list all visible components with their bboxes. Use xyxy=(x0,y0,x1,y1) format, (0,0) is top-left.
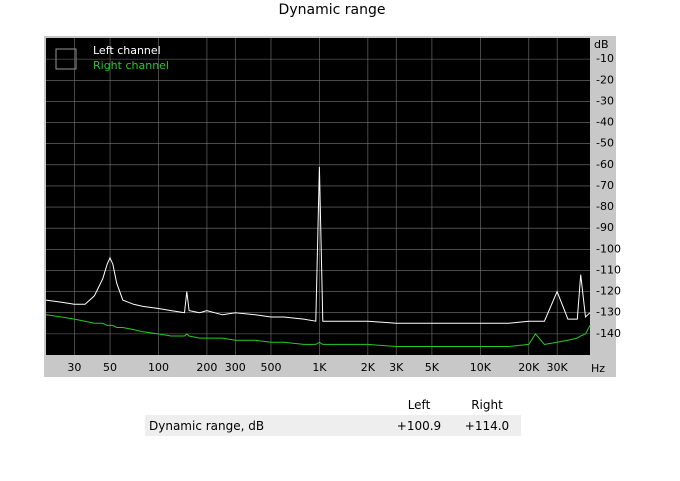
y-unit: dB xyxy=(594,38,609,51)
x-tick-label: 30K xyxy=(547,361,569,374)
header: Right xyxy=(471,397,503,412)
x-tick-label: 300 xyxy=(225,361,246,374)
y-tick-label: -80 xyxy=(596,200,614,213)
x-tick-label: 200 xyxy=(196,361,217,374)
y-tick-label: -10 xyxy=(596,52,614,65)
row-label: Dynamic range, dB xyxy=(149,418,265,433)
x-tick-label: 30 xyxy=(67,361,81,374)
header: Left xyxy=(407,397,431,412)
x-tick-label: 100 xyxy=(148,361,169,374)
x-tick-label: 2K xyxy=(361,361,376,374)
x-tick-label: 500 xyxy=(260,361,281,374)
y-tick-label: -30 xyxy=(596,94,614,107)
x-tick-label: 3K xyxy=(389,361,404,374)
x-tick-label: 5K xyxy=(425,361,440,374)
y-tick-label: -110 xyxy=(596,263,621,276)
y-tick-label: -20 xyxy=(596,73,614,86)
y-tick-label: -40 xyxy=(596,116,614,129)
chart: Dynamic range dB Hz -10 -20 -30 -40 -50 -60 -7… xyxy=(44,2,621,377)
x-tick-label: 50 xyxy=(103,361,117,374)
legend-label: Left channel xyxy=(93,44,161,57)
x-unit: Hz xyxy=(591,362,605,375)
chart-title: Dynamic range xyxy=(279,2,386,18)
x-tick-label: 20K xyxy=(518,361,540,374)
y-tick-label: -120 xyxy=(596,285,621,298)
cell: +114.0 xyxy=(464,418,510,433)
plot-area xyxy=(46,38,590,355)
y-tick-label: -50 xyxy=(596,137,614,150)
y-tick-label: -130 xyxy=(596,306,621,319)
results-table: Left Right Dynamic range, dB +100.9 +114.0 xyxy=(145,394,521,436)
legend-label: Right channel xyxy=(93,59,169,72)
row: Dynamic range, dB +100.9 +114.0 xyxy=(145,415,521,436)
series-line xyxy=(45,314,591,347)
cell: +100.9 xyxy=(396,418,442,433)
x-tick-label: 1K xyxy=(312,361,327,374)
y-tick-label: -90 xyxy=(596,221,614,234)
x-tick-label: 10K xyxy=(470,361,492,374)
header-row: Left Right xyxy=(145,394,521,415)
series-line xyxy=(45,166,591,324)
y-tick-label: -140 xyxy=(596,327,621,340)
y-tick-label: -100 xyxy=(596,242,621,255)
y-tick-label: -60 xyxy=(596,158,614,171)
y-tick-label: -70 xyxy=(596,179,614,192)
